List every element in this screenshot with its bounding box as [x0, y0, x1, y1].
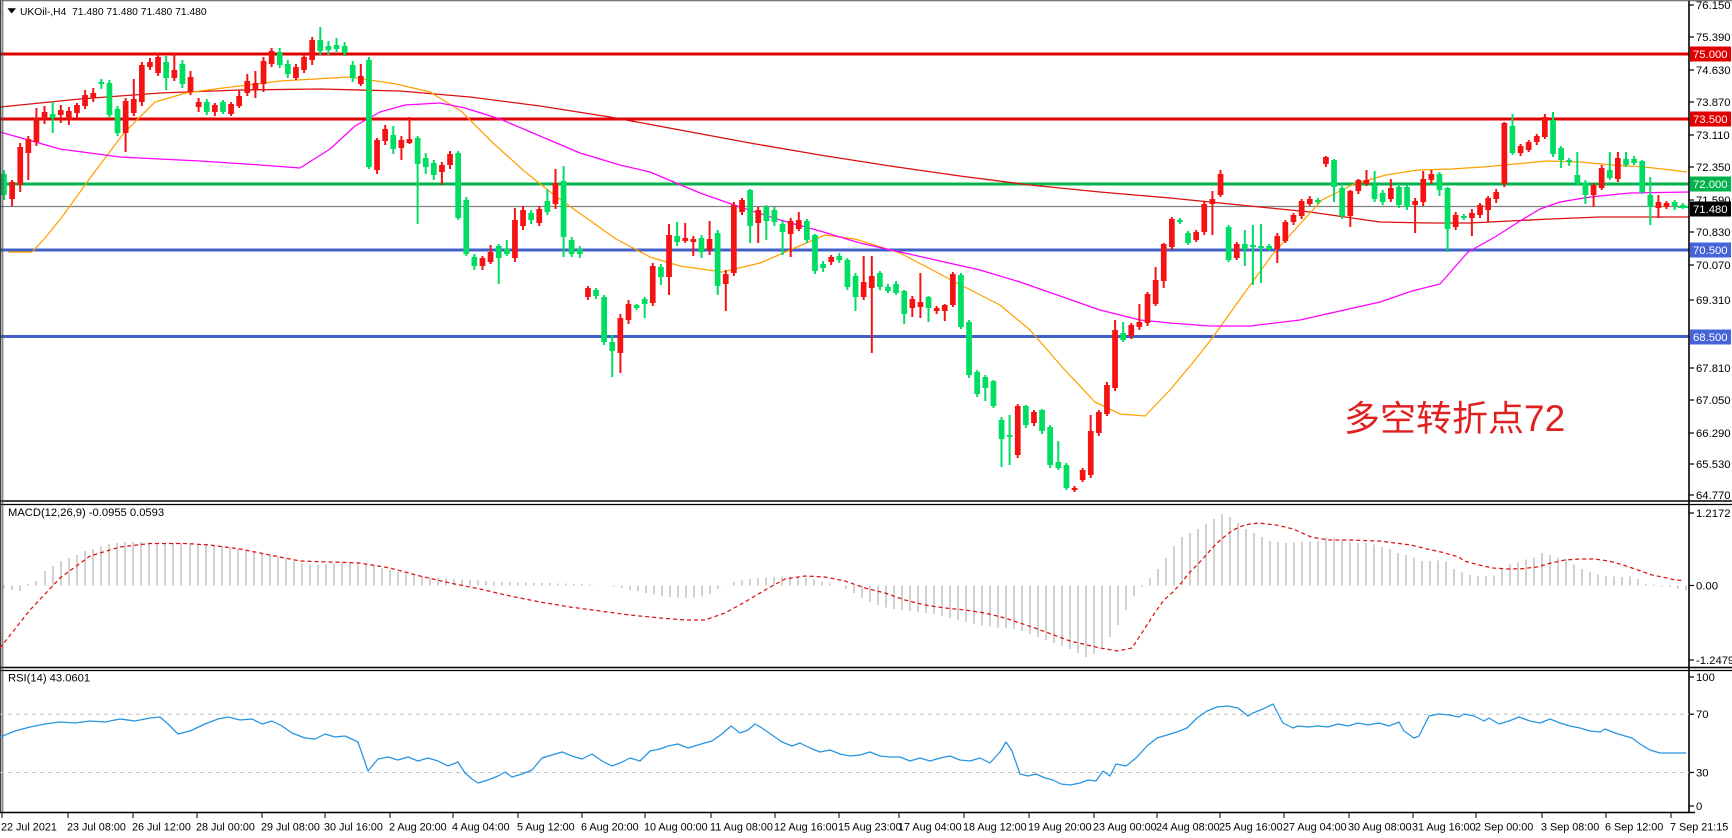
svg-text:11 Aug 08:00: 11 Aug 08:00	[710, 822, 773, 834]
svg-text:UKOil-,H4 71.480 71.480 71.48: UKOil-,H4 71.480 71.480 71.480 71.480	[20, 7, 207, 18]
svg-text:66.290: 66.290	[1696, 428, 1731, 440]
svg-text:19 Aug 20:00: 19 Aug 20:00	[1028, 822, 1092, 834]
svg-text:71.480: 71.480	[1693, 204, 1728, 216]
svg-text:18 Aug 12:00: 18 Aug 12:00	[963, 822, 1027, 834]
svg-text:70.830: 70.830	[1696, 227, 1731, 239]
svg-text:2 Aug 20:00: 2 Aug 20:00	[389, 822, 447, 834]
svg-text:27 Aug 04:00: 27 Aug 04:00	[1283, 822, 1347, 834]
svg-text:1.2172: 1.2172	[1696, 508, 1731, 520]
svg-text:73.500: 73.500	[1693, 114, 1728, 126]
svg-text:30 Jul 16:00: 30 Jul 16:00	[324, 822, 383, 834]
svg-text:70.500: 70.500	[1693, 245, 1728, 257]
svg-text:75.000: 75.000	[1693, 49, 1728, 61]
svg-text:73.110: 73.110	[1696, 130, 1730, 142]
svg-text:MACD(12,26,9) -0.0955 0.0593: MACD(12,26,9) -0.0955 0.0593	[8, 507, 164, 519]
svg-text:72.000: 72.000	[1693, 179, 1728, 191]
svg-text:74.630: 74.630	[1696, 65, 1731, 77]
svg-text:73.870: 73.870	[1696, 97, 1731, 109]
svg-text:75.390: 75.390	[1696, 32, 1731, 44]
svg-text:26 Jul 12:00: 26 Jul 12:00	[132, 822, 191, 834]
svg-text:17 Aug 04:00: 17 Aug 04:00	[898, 822, 962, 834]
svg-text:15 Aug 23:00: 15 Aug 23:00	[838, 822, 902, 834]
svg-text:72: 72	[1524, 398, 1565, 439]
svg-text:68.500: 68.500	[1693, 332, 1728, 344]
svg-text:72.350: 72.350	[1696, 162, 1731, 174]
svg-text:65.530: 65.530	[1696, 459, 1731, 471]
svg-text:10 Aug 00:00: 10 Aug 00:00	[644, 822, 708, 834]
svg-text:69.310: 69.310	[1696, 295, 1731, 307]
svg-text:-1.2479: -1.2479	[1696, 655, 1732, 667]
svg-text:23 Jul 08:00: 23 Jul 08:00	[67, 822, 126, 834]
svg-text:76.150: 76.150	[1696, 0, 1731, 12]
svg-text:25 Aug 16:00: 25 Aug 16:00	[1219, 822, 1283, 834]
svg-text:30 Aug 08:00: 30 Aug 08:00	[1348, 822, 1412, 834]
svg-text:29 Jul 08:00: 29 Jul 08:00	[261, 822, 320, 834]
svg-text:7 Sep 21:15: 7 Sep 21:15	[1670, 822, 1728, 834]
svg-text:23 Aug 00:00: 23 Aug 00:00	[1093, 822, 1157, 834]
svg-text:12 Aug 16:00: 12 Aug 16:00	[774, 822, 838, 834]
svg-text:6 Sep 12:00: 6 Sep 12:00	[1605, 822, 1663, 834]
svg-text:0.00: 0.00	[1696, 581, 1718, 593]
svg-text:67.050: 67.050	[1696, 395, 1731, 407]
svg-text:30: 30	[1696, 768, 1709, 780]
svg-text:2 Sep 00:00: 2 Sep 00:00	[1475, 822, 1533, 834]
svg-text:70.070: 70.070	[1696, 260, 1731, 272]
svg-text:4 Aug 04:00: 4 Aug 04:00	[452, 822, 510, 834]
svg-text:5 Aug 12:00: 5 Aug 12:00	[517, 822, 575, 834]
svg-text:67.810: 67.810	[1696, 363, 1731, 375]
svg-text:6 Aug 20:00: 6 Aug 20:00	[581, 822, 639, 834]
svg-text:22 Jul 2021: 22 Jul 2021	[1, 822, 57, 834]
svg-text:70: 70	[1696, 709, 1709, 721]
svg-text:24 Aug 08:00: 24 Aug 08:00	[1156, 822, 1220, 834]
svg-text:28 Jul 00:00: 28 Jul 00:00	[196, 822, 255, 834]
svg-text:100: 100	[1696, 672, 1715, 684]
svg-text:3 Sep 08:00: 3 Sep 08:00	[1541, 822, 1599, 834]
svg-text:64.770: 64.770	[1696, 490, 1731, 502]
svg-text:31 Aug 16:00: 31 Aug 16:00	[1412, 822, 1476, 834]
svg-text:0: 0	[1696, 801, 1702, 813]
svg-text:RSI(14) 43.0601: RSI(14) 43.0601	[8, 673, 90, 685]
